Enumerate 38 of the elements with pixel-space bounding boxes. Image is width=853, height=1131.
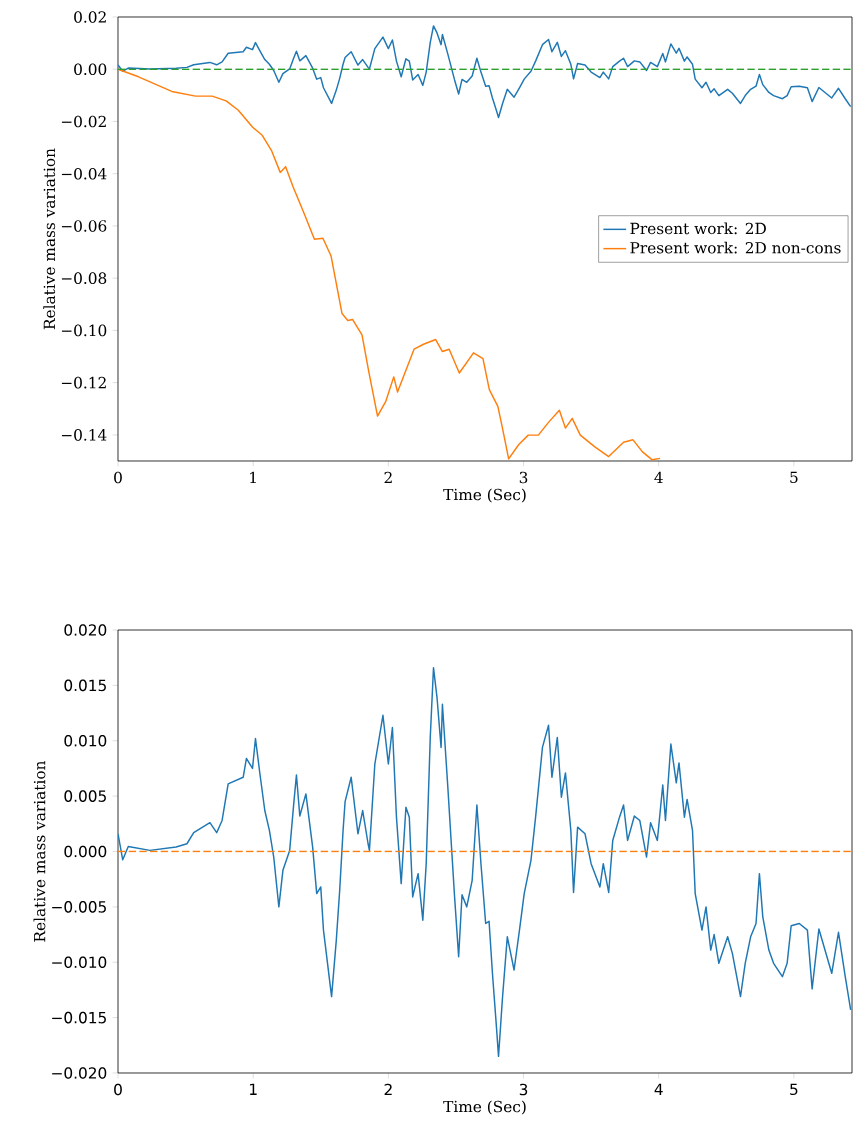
x-tick-label: 3 (519, 471, 528, 484)
legend-label: Present work: 2D (630, 222, 766, 235)
x-tick-label: 2 (384, 1083, 392, 1096)
x-axis-title: Time (Sec) (443, 488, 526, 503)
y-tick-label: −0.04 (61, 167, 107, 180)
y-tick-label: −0.08 (61, 272, 107, 284)
y-tick-label: −0.010 (52, 956, 107, 969)
x-tick-label: 1 (249, 1083, 257, 1095)
y-tick-label: −0.005 (52, 901, 106, 913)
y-tick-label: 0.020 (64, 624, 107, 636)
x-tick-label: 1 (250, 471, 256, 484)
x-tick-label: 5 (790, 1083, 798, 1096)
x-tick-label: 2 (384, 471, 392, 484)
y-tick-label: −0.10 (61, 324, 107, 337)
y-tick-label: 0.015 (64, 679, 106, 692)
y-tick-label: 0.010 (64, 734, 107, 747)
y-axis-title: Relative mass variation (43, 148, 56, 330)
y-tick-label: 0.005 (64, 790, 106, 802)
y-tick-label: 0.00 (74, 63, 107, 76)
x-tick-label: 0 (114, 1083, 122, 1096)
legend-label: Present work: 2D non-cons (630, 241, 841, 254)
x-tick-label: 5 (790, 471, 798, 484)
x-tick-label: 4 (654, 1083, 663, 1095)
x-tick-label: 3 (519, 1083, 528, 1096)
y-tick-label: 0.000 (64, 845, 107, 858)
x-tick-label: 4 (654, 471, 663, 484)
line-series (118, 25, 852, 119)
y-tick-label: −0.02 (61, 115, 106, 128)
y-tick-label: −0.14 (61, 429, 107, 441)
y-tick-label: −0.015 (52, 1011, 106, 1024)
x-axis-title: Time (Sec) (443, 1100, 526, 1115)
y-tick-label: 0.02 (74, 11, 106, 23)
y-axis-title: Relative mass variation (33, 760, 46, 942)
line-series (118, 666, 852, 1058)
y-tick-label: −0.020 (52, 1067, 107, 1079)
y-tick-label: −0.12 (61, 376, 106, 389)
y-tick-label: −0.06 (61, 220, 107, 232)
x-tick-label: 0 (114, 471, 122, 484)
